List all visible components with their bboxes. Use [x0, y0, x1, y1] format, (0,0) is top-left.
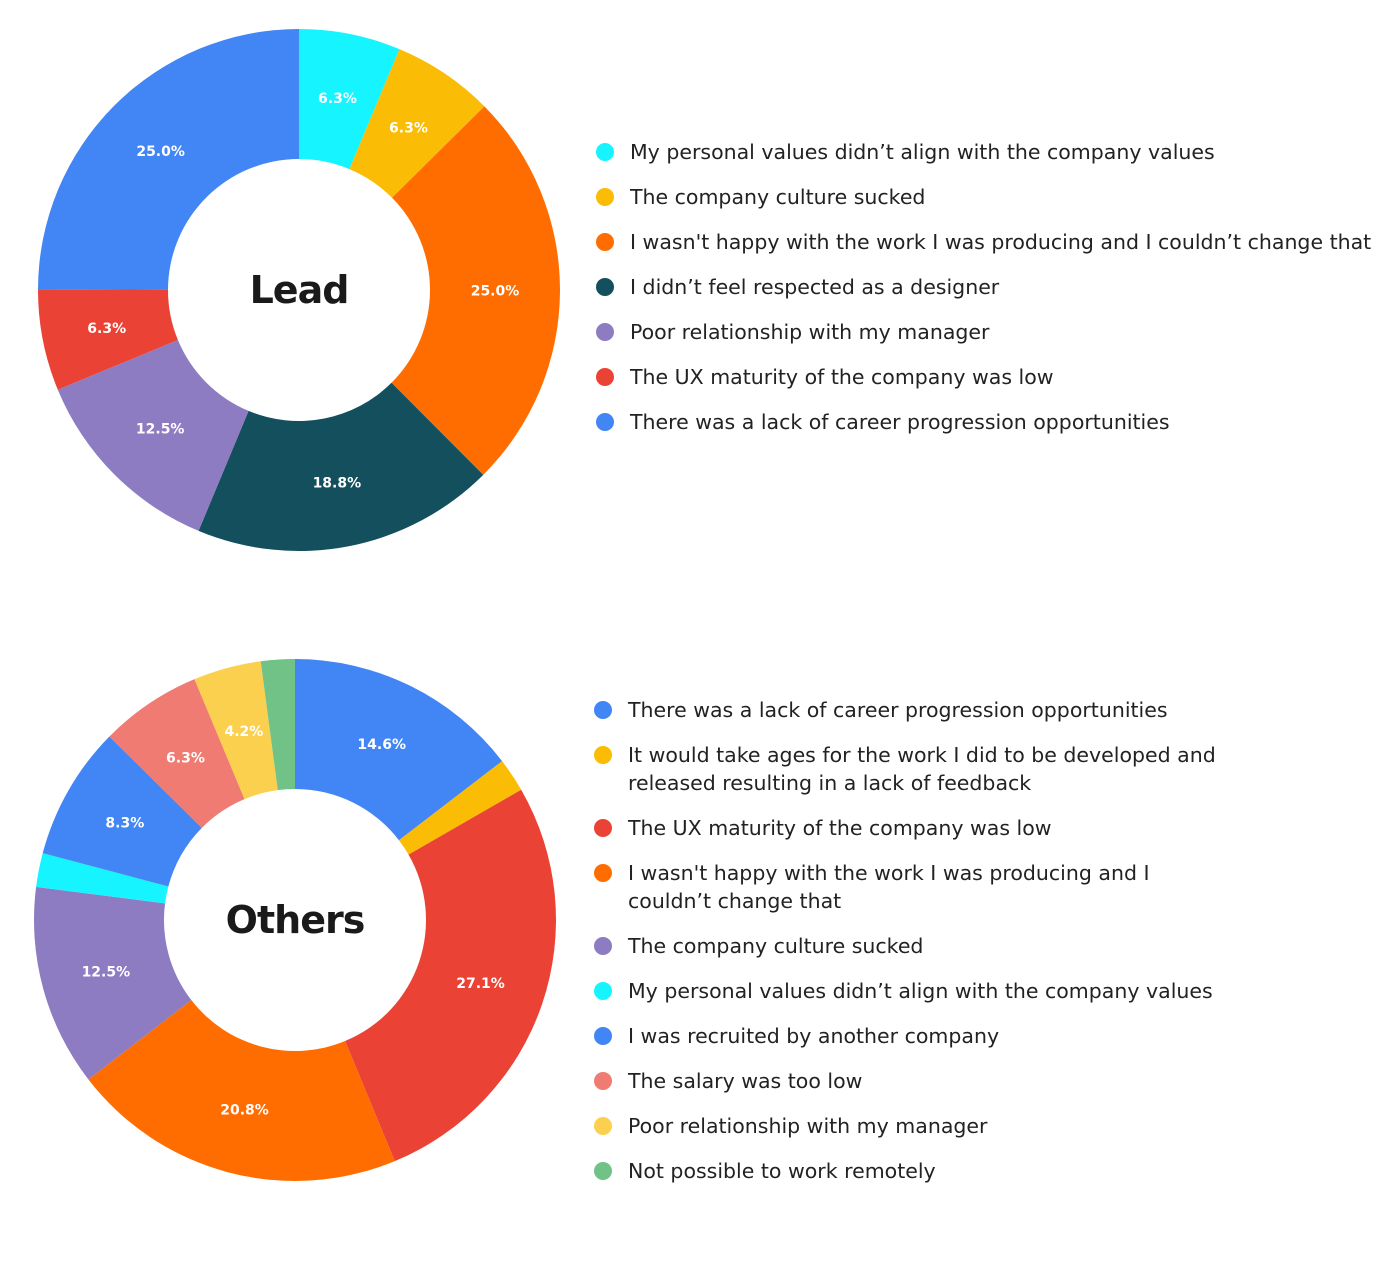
legend-swatch-icon: [594, 1162, 612, 1180]
others-donut: 14.6% 27.1% 20.8% 12.5% 8.3% 6.3% 4.2% Others: [33, 659, 556, 1181]
slice-not-possible-to-work-remotely: [260, 659, 295, 791]
legend-item: Not possible to work remotely: [594, 1157, 1234, 1185]
legend-swatch-icon: [596, 188, 614, 206]
slice-the-ux-maturity-of-the-company-was-low: [345, 789, 556, 1162]
legend-label: The UX maturity of the company was low: [630, 365, 1054, 389]
legend-item: It would take ages for the work I did to…: [594, 741, 1234, 797]
slice-i-wasn-t-happy-with-the-work-i-was-produ: [88, 1000, 395, 1181]
legend-item: The company culture sucked: [594, 932, 1234, 960]
legend-swatch-icon: [594, 982, 612, 1000]
chart-center-title: Lead: [250, 268, 349, 312]
legend-item: The UX maturity of the company was low: [596, 363, 1386, 391]
legend-item: Poor relationship with my manager: [594, 1112, 1234, 1140]
legend-item: There was a lack of career progression o…: [594, 696, 1234, 724]
slice-i-wasn-t-happy-with-the-work-i-was-produ: [391, 106, 560, 475]
legend-item: Poor relationship with my manager: [596, 318, 1386, 346]
slice-value-label: 20.8%: [220, 1102, 269, 1118]
legend-item: My personal values didn’t align with the…: [596, 138, 1386, 166]
legend-item: The UX maturity of the company was low: [594, 814, 1234, 842]
legend-label: There was a lack of career progression o…: [628, 698, 1168, 722]
chart-center-title: Others: [226, 898, 365, 942]
slice-it-would-take-ages-for-the-work-i-did-to: [398, 761, 522, 855]
slice-value-label: 27.1%: [456, 976, 505, 992]
legend-label: There was a lack of career progression o…: [630, 410, 1170, 434]
legend-swatch-icon: [594, 701, 612, 719]
slice-poor-relationship-with-my-manager: [57, 340, 249, 531]
legend-swatch-icon: [596, 368, 614, 386]
legend-swatch-icon: [594, 1117, 612, 1135]
slice-value-label: 6.3%: [389, 120, 428, 136]
legend-swatch-icon: [594, 937, 612, 955]
slice-value-label: 14.6%: [357, 737, 406, 753]
legend-swatch-icon: [594, 1072, 612, 1090]
slice-there-was-a-lack-of-career-progression-o: [295, 659, 503, 841]
legend-label: The salary was too low: [628, 1069, 863, 1093]
slice-i-was-recruited-by-another-company: [42, 736, 202, 887]
legend-label: It would take ages for the work I did to…: [628, 743, 1216, 795]
slice-the-salary-was-too-low: [109, 679, 245, 828]
lead-legend: My personal values didn’t align with the…: [596, 138, 1386, 453]
legend-item: I didn’t feel respected as a designer: [596, 273, 1386, 301]
legend-swatch-icon: [596, 233, 614, 251]
legend-label: I was recruited by another company: [628, 1024, 1000, 1048]
legend-label: Poor relationship with my manager: [630, 320, 990, 344]
legend-item: I was recruited by another company: [594, 1022, 1234, 1050]
legend-label: Poor relationship with my manager: [628, 1114, 988, 1138]
legend-swatch-icon: [596, 143, 614, 161]
legend-label: The company culture sucked: [630, 185, 926, 209]
slice-the-company-culture-sucked: [33, 886, 192, 1080]
slice-there-was-a-lack-of-career-progression-o: [38, 29, 299, 290]
slice-my-personal-values-didn-t-align-with-the: [299, 29, 400, 170]
legend-swatch-icon: [594, 746, 612, 764]
slice-value-label: 8.3%: [105, 816, 144, 832]
slice-value-label: 6.3%: [166, 750, 205, 766]
slice-value-label: 12.5%: [82, 964, 131, 980]
legend-swatch-icon: [594, 864, 612, 882]
legend-item: The salary was too low: [594, 1067, 1234, 1095]
legend-label: The UX maturity of the company was low: [628, 816, 1052, 840]
legend-label: My personal values didn’t align with the…: [630, 140, 1215, 164]
others-legend: There was a lack of career progression o…: [594, 696, 1234, 1202]
slice-i-didn-t-feel-respected-as-a-designer: [198, 382, 484, 551]
legend-swatch-icon: [596, 413, 614, 431]
others-chart: 14.6% 27.1% 20.8% 12.5% 8.3% 6.3% 4.2% Others T…: [0, 630, 1400, 1240]
slice-value-label: 4.2%: [225, 724, 264, 740]
legend-item: I wasn't happy with the work I was produ…: [594, 859, 1234, 915]
legend-label: My personal values didn’t align with the…: [628, 979, 1213, 1003]
lead-chart: 6.3% 6.3% 25.0% 18.8% 12.5% 6.3% 25.0% Lead My …: [0, 0, 1400, 600]
lead-donut: 6.3% 6.3% 25.0% 18.8% 12.5% 6.3% 25.0% Lead: [38, 29, 560, 551]
legend-label: I wasn't happy with the work I was produ…: [628, 861, 1150, 913]
legend-swatch-icon: [594, 819, 612, 837]
slice-the-ux-maturity-of-the-company-was-low: [38, 289, 178, 390]
slice-value-label: 25.0%: [136, 144, 185, 160]
slice-value-label: 6.3%: [318, 91, 357, 107]
legend-item: I wasn't happy with the work I was produ…: [596, 228, 1386, 256]
legend-swatch-icon: [596, 323, 614, 341]
legend-label: I didn’t feel respected as a designer: [630, 275, 1000, 299]
slice-value-label: 12.5%: [136, 421, 185, 437]
legend-item: My personal values didn’t align with the…: [594, 977, 1234, 1005]
legend-item: There was a lack of career progression o…: [596, 408, 1386, 436]
legend-item: The company culture sucked: [596, 183, 1386, 211]
legend-label: I wasn't happy with the work I was produ…: [630, 230, 1372, 254]
legend-label: Not possible to work remotely: [628, 1159, 936, 1183]
slice-poor-relationship-with-my-manager: [194, 661, 278, 800]
legend-swatch-icon: [596, 278, 614, 296]
slice-value-label: 25.0%: [471, 284, 520, 300]
slice-value-label: 18.8%: [313, 475, 362, 491]
legend-swatch-icon: [594, 1027, 612, 1045]
slice-my-personal-values-didn-t-align-with-the: [36, 853, 169, 904]
slice-value-label: 6.3%: [87, 321, 126, 337]
slice-the-company-culture-sucked: [349, 49, 485, 198]
legend-label: The company culture sucked: [628, 934, 924, 958]
